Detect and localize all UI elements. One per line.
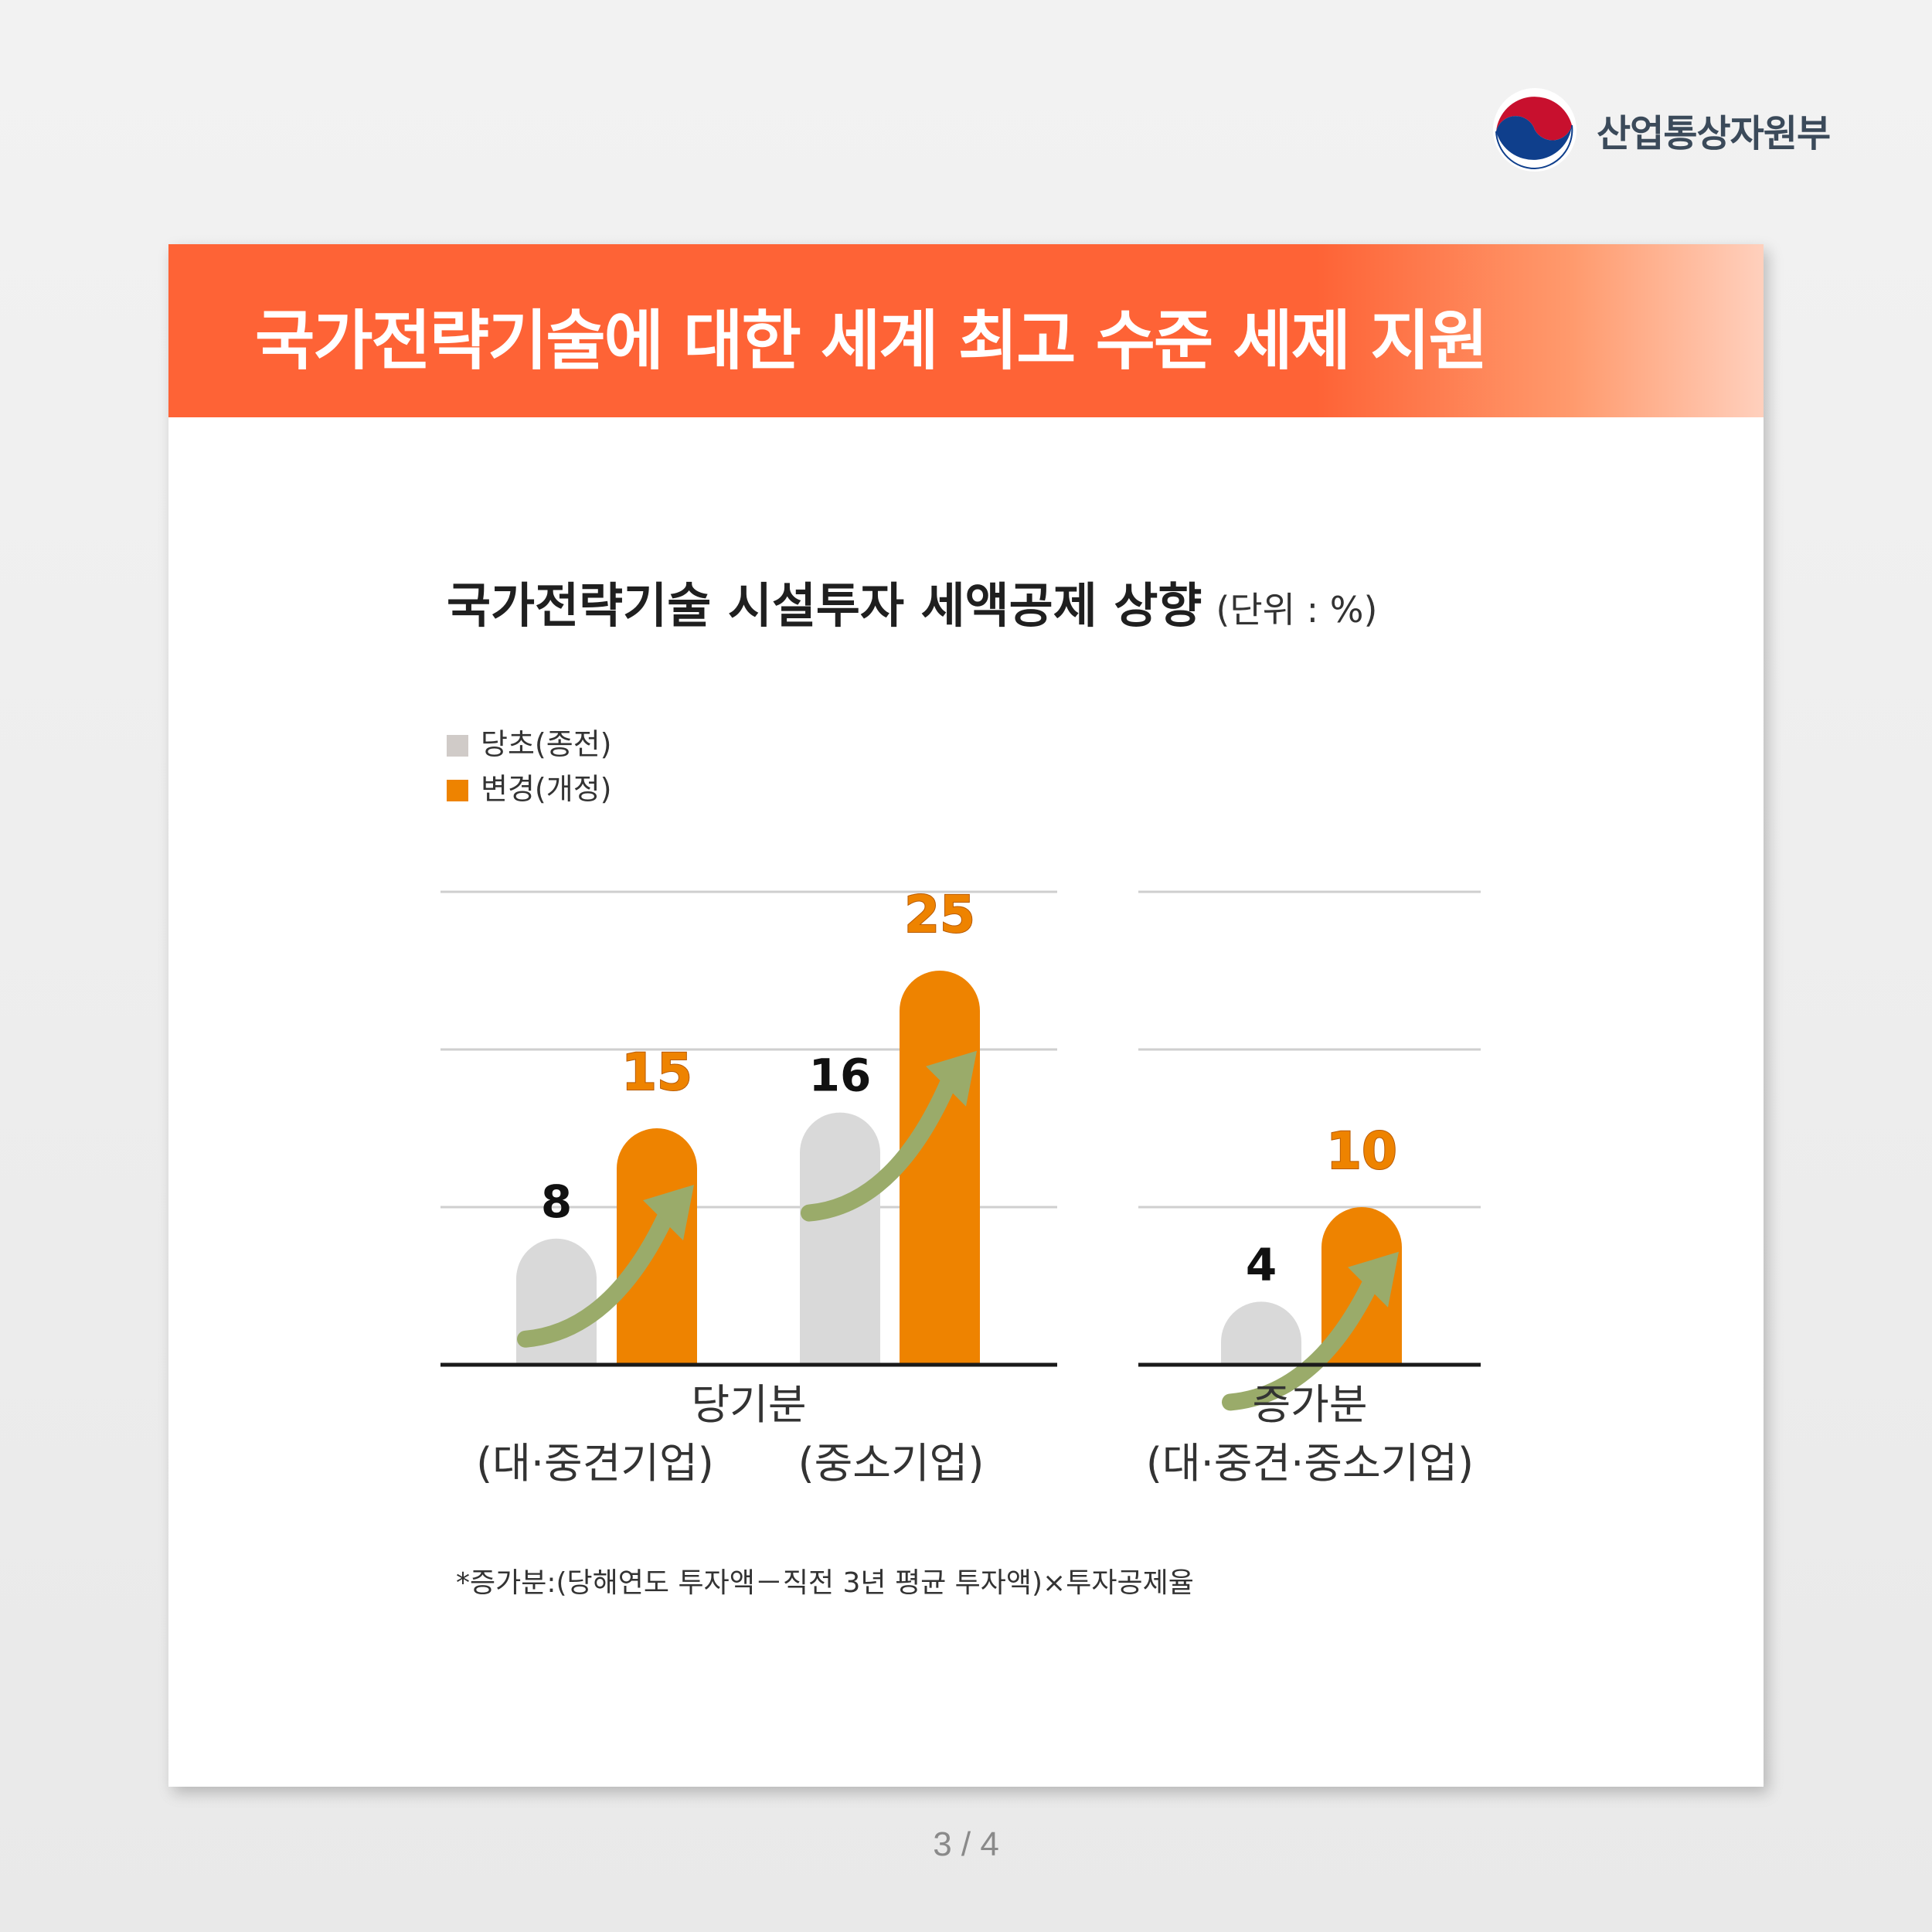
legend-swatch-old bbox=[447, 735, 468, 757]
data-label-new: 10 bbox=[1326, 1121, 1397, 1181]
group-label: 당기분 bbox=[691, 1380, 806, 1429]
data-label-new: 25 bbox=[904, 885, 975, 944]
chart-title-text: 국가전략기술 시설투자 세액공제 상향 bbox=[447, 577, 1202, 634]
category-label: (대·중견기업) bbox=[476, 1439, 714, 1488]
legend-swatch-new bbox=[447, 780, 468, 801]
taegeuk-emblem-icon bbox=[1493, 88, 1577, 172]
legend-label-new: 변경(개정) bbox=[481, 772, 612, 806]
trend-arrow-head bbox=[643, 1185, 694, 1241]
trend-arrow bbox=[517, 1210, 673, 1348]
trend-arrow-head bbox=[926, 1050, 977, 1107]
data-label-old: 4 bbox=[1246, 1238, 1277, 1291]
group-label: 증가분 bbox=[1252, 1380, 1367, 1429]
banner-title: 국가전략기술에 대한 세계 최고 수준 세제 지원 bbox=[255, 303, 1488, 379]
chart: 국가전략기술 시설투자 세액공제 상향 (단위 : %) 당초(종전) 변경(개정… bbox=[440, 577, 1481, 1599]
chart-unit: (단위 : %) bbox=[1216, 589, 1377, 631]
ministry-name: 산업통상자원부 bbox=[1597, 112, 1831, 155]
category-label: (대·중견·중소기업) bbox=[1146, 1439, 1474, 1488]
trend-arrow-head bbox=[1348, 1251, 1399, 1308]
ministry-logo: 산업통상자원부 bbox=[1492, 87, 1831, 173]
bar-new bbox=[900, 971, 980, 1365]
trend-arrow bbox=[1222, 1277, 1378, 1411]
chart-title: 국가전략기술 시설투자 세액공제 상향 (단위 : %) bbox=[447, 577, 1377, 634]
content-card: 국가전략기술에 대한 세계 최고 수준 세제 지원 국가전략기술 시설투자 세액… bbox=[168, 244, 1764, 1787]
page-indicator: 3 / 4 bbox=[933, 1825, 999, 1863]
trend-arrow bbox=[801, 1076, 956, 1222]
bar-old bbox=[1221, 1301, 1301, 1365]
data-label-old: 8 bbox=[541, 1175, 572, 1228]
title-banner: 국가전략기술에 대한 세계 최고 수준 세제 지원 bbox=[168, 244, 1764, 417]
data-label-old: 16 bbox=[809, 1049, 872, 1102]
bar-old bbox=[800, 1112, 880, 1365]
legend-label-old: 당초(종전) bbox=[481, 727, 612, 761]
data-label-new: 15 bbox=[621, 1043, 692, 1102]
category-label: (중소기업) bbox=[798, 1439, 985, 1488]
chart-footnote: *증가분:(당해연도 투자액－직전 3년 평균 투자액)×투자공제율 bbox=[456, 1567, 1194, 1599]
